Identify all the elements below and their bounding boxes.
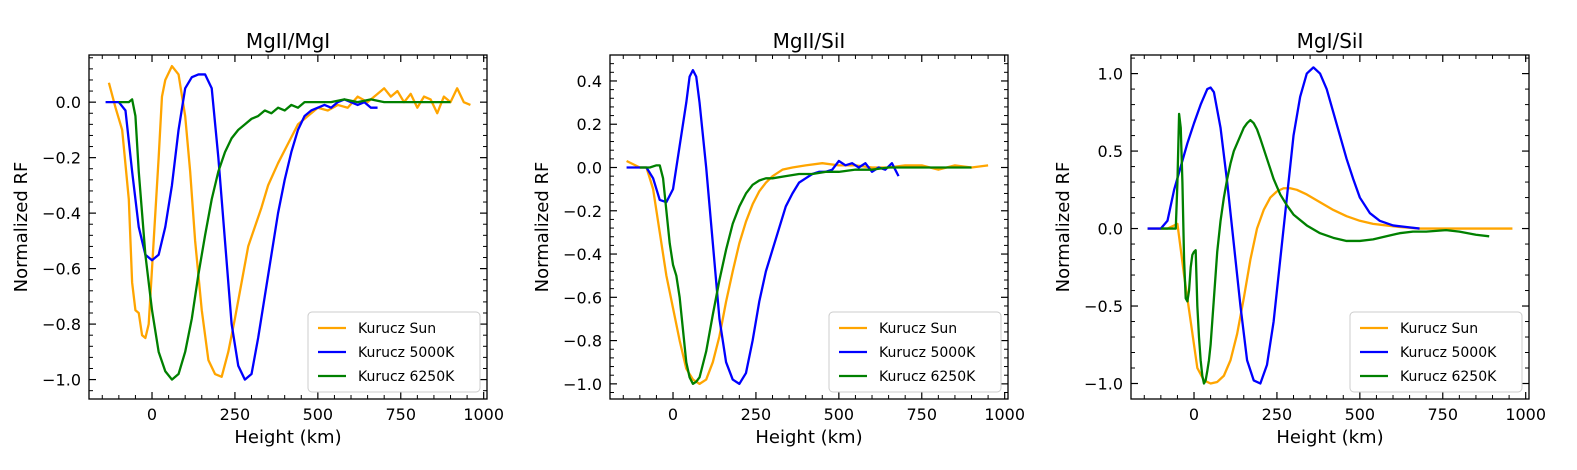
y-tick-label: 1.0	[1098, 65, 1123, 84]
x-tick-label: 500	[1345, 405, 1376, 424]
x-axis-label: Height (km)	[755, 427, 862, 448]
chart-title: MgII/MgI	[246, 29, 330, 53]
legend-box	[828, 311, 1002, 393]
x-tick-label: 250	[741, 405, 772, 424]
x-tick-label: 500	[824, 405, 855, 424]
axes-frame	[1130, 54, 1530, 400]
series-line-kurucz-6250k	[639, 164, 972, 386]
x-tick-label: 750	[906, 405, 937, 424]
x-tick-label: 250	[1262, 405, 1293, 424]
y-tick-label: −0.4	[563, 245, 602, 264]
legend: Kurucz Sun Kurucz 5000K Kurucz 6250K	[307, 311, 481, 393]
y-tick-label: −0.6	[563, 288, 602, 307]
y-axis-label: Normalized RF	[532, 162, 553, 293]
legend: Kurucz Sun Kurucz 5000K Kurucz 6250K	[1349, 311, 1523, 393]
legend-label: Kurucz 5000K	[879, 345, 976, 361]
y-tick-label: −0.4	[42, 204, 81, 223]
y-tick-label: −0.6	[42, 260, 81, 279]
y-axis-label: Normalized RF	[1053, 162, 1074, 293]
legend-box	[307, 311, 481, 393]
legend-label: Kurucz 6250K	[1400, 369, 1497, 385]
y-tick-label: −0.8	[563, 332, 602, 351]
y-tick-label: −1.0	[1084, 375, 1123, 394]
axes-frame	[88, 54, 488, 400]
x-tick-label: 0	[147, 405, 157, 424]
x-tick-label: 1000	[463, 405, 504, 424]
series-line-kurucz-6250k	[1160, 112, 1490, 385]
x-tick-label: 0	[668, 405, 678, 424]
chart-panel-1: 0 250 500 750 1000 −1.0 −0.8 −0.6 −0.4 −0.2 0.0 MgI…	[11, 29, 504, 448]
axes-frame	[609, 54, 1009, 400]
series-line-kurucz-5000k	[1147, 66, 1420, 385]
legend-label: Kurucz 5000K	[1400, 345, 1497, 361]
y-tick-label: −0.8	[42, 315, 81, 334]
x-tick-label: 500	[303, 405, 334, 424]
y-tick-label: −0.5	[1084, 297, 1123, 316]
chart-panel-3: 0 250 500 750 1000 −1.0 −0.5 0.0 0.5 1.0 MgI/SiI He…	[1053, 29, 1546, 448]
y-tick-label: −0.2	[563, 202, 602, 221]
y-tick-label: −0.2	[42, 149, 81, 168]
chart-panel-2: 0 250 500 750 1000 −1.0 −0.8 −0.6 −0.4 −0.2 0.0 0.2…	[532, 29, 1025, 448]
y-tick-label: 0.0	[56, 93, 81, 112]
series-line-kurucz-sun	[1147, 187, 1513, 385]
y-tick-label: 0.4	[577, 72, 602, 91]
y-axis-label: Normalized RF	[11, 162, 32, 293]
legend-label: Kurucz 5000K	[358, 345, 455, 361]
series-line-kurucz-5000k	[626, 68, 900, 386]
y-tick-label: 0.0	[1098, 220, 1123, 239]
legend-label: Kurucz 6250K	[879, 369, 976, 385]
legend-label: Kurucz 6250K	[358, 369, 455, 385]
x-tick-label: 250	[220, 405, 251, 424]
x-tick-label: 1000	[984, 405, 1025, 424]
x-tick-label: 0	[1189, 405, 1199, 424]
legend: Kurucz Sun Kurucz 5000K Kurucz 6250K	[828, 311, 1002, 393]
legend-box	[1349, 311, 1523, 393]
y-tick-label: 0.5	[1098, 142, 1123, 161]
x-axis-label: Height (km)	[234, 427, 341, 448]
x-axis-label: Height (km)	[1276, 427, 1383, 448]
y-tick-label: 0.0	[577, 159, 602, 178]
x-tick-label: 1000	[1505, 405, 1546, 424]
x-tick-label: 750	[385, 405, 416, 424]
y-tick-label: 0.2	[577, 115, 602, 134]
legend-label: Kurucz Sun	[879, 321, 957, 337]
legend-label: Kurucz Sun	[1400, 321, 1478, 337]
chart-title: MgII/SiI	[773, 29, 846, 53]
y-tick-label: −1.0	[42, 371, 81, 390]
legend-label: Kurucz Sun	[358, 321, 436, 337]
y-tick-label: −1.0	[563, 375, 602, 394]
series-line-kurucz-5000k	[105, 73, 378, 381]
series-line-kurucz-sun	[107, 64, 471, 378]
series-line-kurucz-6250k	[118, 98, 451, 381]
x-tick-label: 750	[1427, 405, 1458, 424]
chart-title: MgI/SiI	[1297, 29, 1364, 53]
